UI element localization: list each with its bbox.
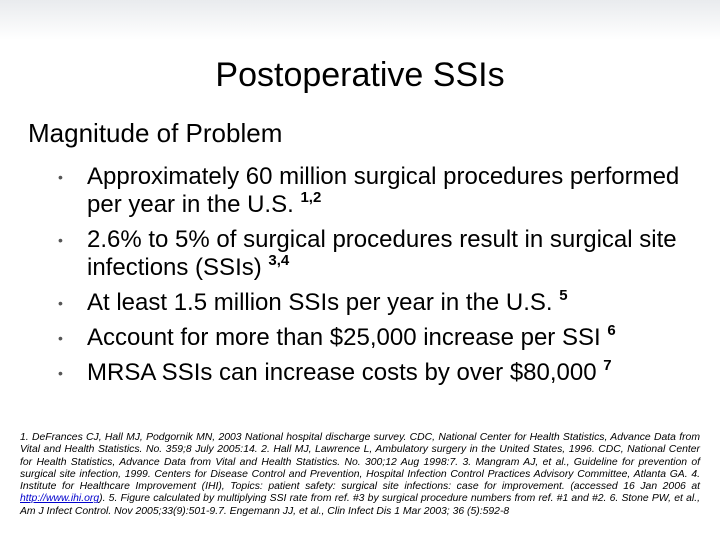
bullet-text: Approximately 60 million surgical proced…	[87, 163, 680, 218]
bullet-text: MRSA SSIs can increase costs by over $80…	[87, 359, 597, 386]
references: 1. DeFrances CJ, Hall MJ, Podgornik MN, …	[20, 432, 700, 518]
bullet-dot: •	[58, 232, 63, 248]
bullet-text: At least 1.5 million SSIs per year in th…	[87, 289, 553, 316]
citation: 3,4	[268, 252, 290, 269]
citation: 5	[559, 287, 568, 304]
slide-title: Postoperative SSIs	[215, 56, 505, 94]
bullet-dot: •	[58, 365, 63, 381]
bullet-dot: •	[58, 169, 63, 185]
bullet-text: 2.6% to 5% of surgical procedures result…	[87, 226, 677, 281]
citation: 7	[603, 357, 612, 374]
bullet-dot: •	[58, 295, 63, 311]
bullet-dot: •	[58, 330, 63, 346]
bullet-item: • MRSA SSIs can increase costs by over $8…	[58, 357, 708, 387]
bullet-item: • 2.6% to 5% of surgical procedures resul…	[58, 226, 708, 282]
reference-text: ). 5. Figure calculated by multiplying S…	[20, 493, 700, 517]
reference-text: 1. DeFrances CJ, Hall MJ, Podgornik MN, …	[20, 432, 700, 493]
citation: 6	[607, 322, 616, 339]
citation: 1,2	[300, 189, 322, 206]
reference-link[interactable]: http://www.ihi.org	[20, 493, 100, 505]
bullet-list: • Approximately 60 million surgical proce…	[58, 163, 708, 394]
slide-subtitle: Magnitude of Problem	[28, 118, 283, 148]
bullet-item: • Approximately 60 million surgical proce…	[58, 163, 708, 219]
bullet-item: • At least 1.5 million SSIs per year in t…	[58, 287, 708, 317]
bullet-text: Account for more than $25,000 increase p…	[87, 324, 601, 351]
bullet-item: • Account for more than $25,000 increase …	[58, 322, 708, 352]
